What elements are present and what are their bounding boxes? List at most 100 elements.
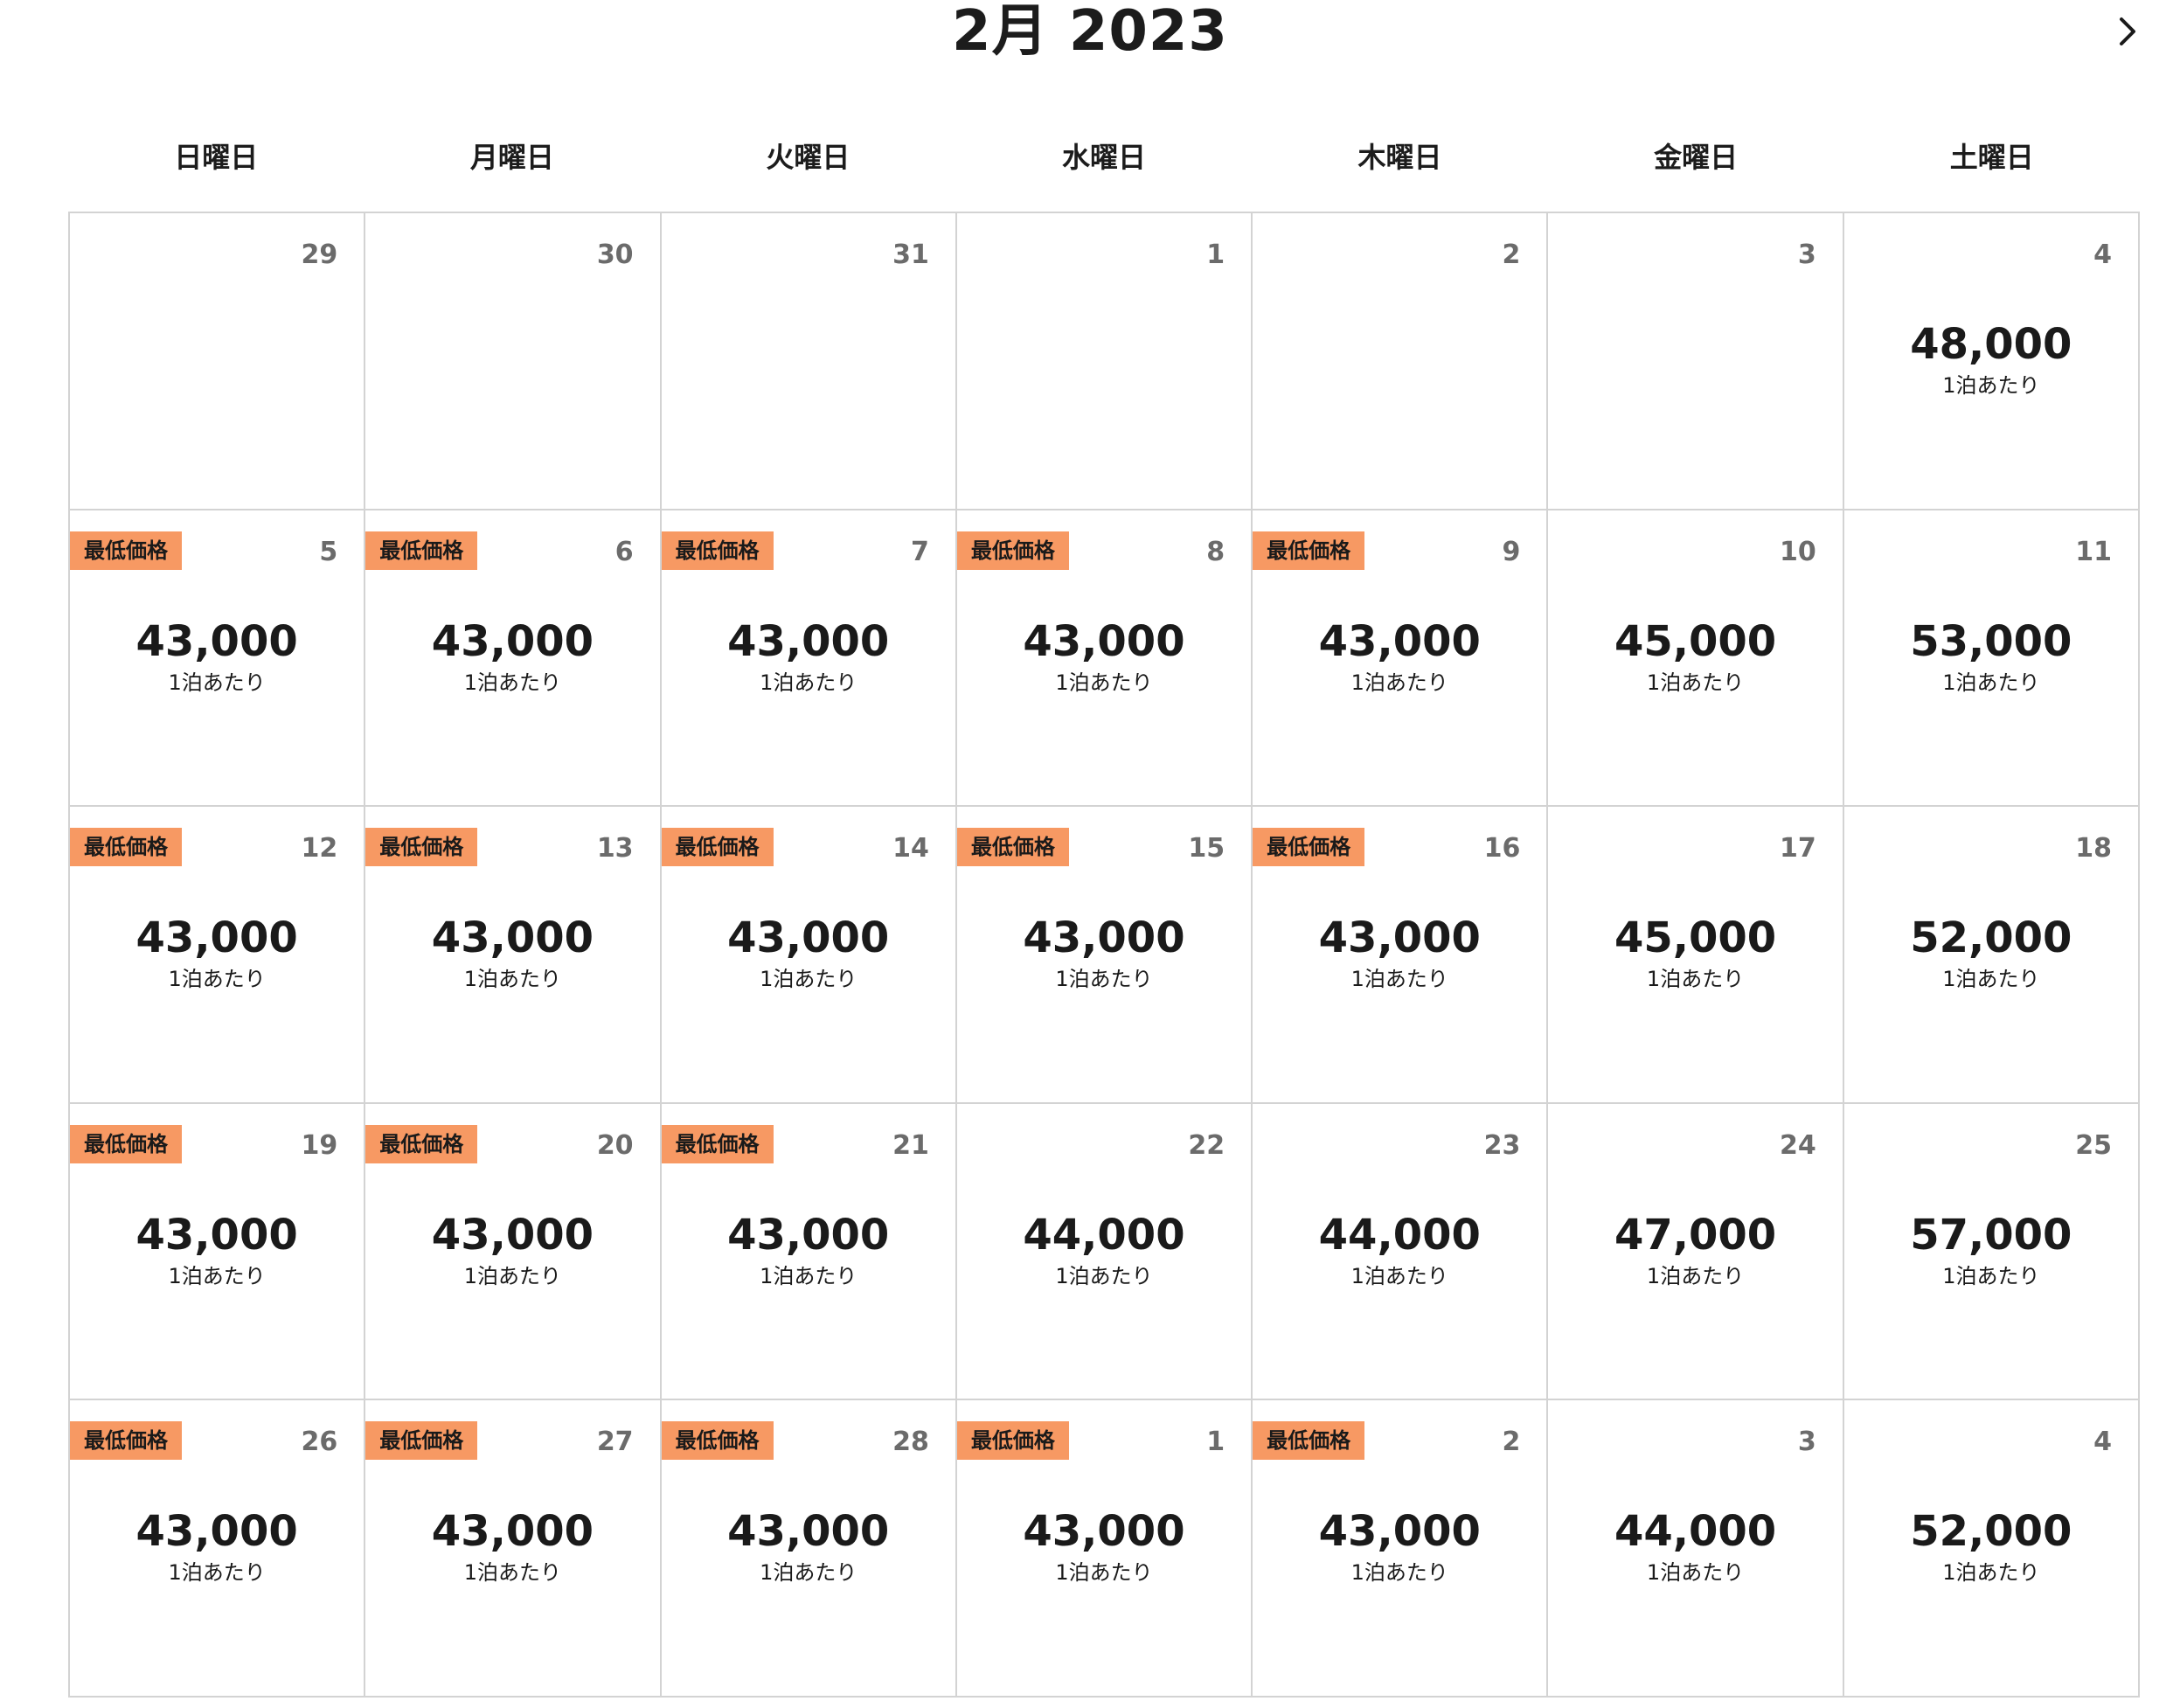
calendar-day-cell[interactable]: 11 53,000 1泊あたり (1843, 510, 2140, 808)
calendar-day-cell[interactable]: 最低価格 13 43,000 1泊あたり (365, 807, 662, 1104)
weekday-monday: 月曜日 (469, 141, 554, 174)
day-number: 31 (892, 240, 929, 270)
nightly-price: 44,000 (1318, 1210, 1481, 1260)
nightly-price: 43,000 (135, 616, 298, 666)
lowest-price-badge: 最低価格 (365, 531, 478, 570)
day-number: 26 (301, 1427, 338, 1458)
day-number: 2 (1502, 240, 1521, 270)
calendar-day-cell[interactable]: 最低価格 21 43,000 1泊あたり (661, 1103, 957, 1401)
calendar-day-cell[interactable]: 最低価格 16 43,000 1泊あたり (1253, 807, 1549, 1104)
day-number: 2 (1502, 1427, 1521, 1458)
calendar-day-cell[interactable]: 4 48,000 1泊あたり (1843, 213, 2140, 510)
nightly-price: 43,000 (1023, 616, 1185, 666)
day-number: 29 (301, 240, 338, 270)
day-number: 16 (1483, 833, 1521, 864)
calendar-day-cell[interactable]: 最低価格 7 43,000 1泊あたり (661, 510, 957, 808)
day-number: 6 (614, 536, 634, 567)
lowest-price-badge: 最低価格 (365, 1124, 478, 1163)
weekday-saturday: 土曜日 (1949, 141, 2034, 174)
per-night-label: 1泊あたり (168, 670, 266, 695)
calendar-day-cell[interactable]: 23 44,000 1泊あたり (1253, 1103, 1549, 1401)
calendar-day-cell[interactable]: 最低価格 12 43,000 1泊あたり (70, 807, 366, 1104)
per-night-label: 1泊あたり (1942, 1263, 2040, 1288)
per-night-label: 1泊あたり (1055, 1263, 1153, 1288)
lowest-price-badge: 最低価格 (1253, 531, 1365, 570)
calendar-day-cell[interactable]: 最低価格 20 43,000 1泊あたり (365, 1103, 662, 1401)
nightly-price: 43,000 (431, 1507, 594, 1557)
month-title: 2月 2023 (952, 0, 1228, 64)
nightly-price: 45,000 (1614, 616, 1777, 666)
nightly-price: 44,000 (1614, 1507, 1777, 1557)
day-number: 5 (319, 536, 338, 567)
calendar-day-cell[interactable]: 1 (956, 213, 1253, 510)
nightly-price: 43,000 (1318, 1507, 1481, 1557)
calendar-day-cell[interactable]: 最低価格 6 43,000 1泊あたり (365, 510, 662, 808)
nightly-price: 43,000 (135, 1507, 298, 1557)
nightly-price: 43,000 (727, 913, 890, 963)
per-night-label: 1泊あたり (1350, 1263, 1448, 1288)
lowest-price-badge: 最低価格 (956, 1421, 1069, 1461)
calendar-day-cell[interactable]: 22 44,000 1泊あたり (956, 1103, 1253, 1401)
calendar-day-cell[interactable]: 4 52,000 1泊あたり (1843, 1400, 2140, 1698)
calendar-day-cell[interactable]: 18 52,000 1泊あたり (1843, 807, 2140, 1104)
chevron-right-icon (2120, 17, 2135, 45)
day-number: 19 (301, 1129, 338, 1161)
per-night-label: 1泊あたり (760, 670, 857, 695)
lowest-price-badge: 最低価格 (661, 828, 774, 867)
nightly-price: 43,000 (1023, 1507, 1185, 1557)
next-month-button[interactable] (2108, 12, 2147, 51)
per-night-label: 1泊あたり (463, 670, 562, 695)
per-night-label: 1泊あたり (168, 1263, 266, 1288)
day-number: 22 (1188, 1129, 1225, 1161)
calendar-day-cell[interactable]: 最低価格 26 43,000 1泊あたり (70, 1400, 366, 1698)
nightly-price: 43,000 (1318, 913, 1481, 963)
lowest-price-badge: 最低価格 (661, 531, 774, 570)
per-night-label: 1泊あたり (168, 1560, 266, 1586)
day-number: 3 (1797, 1427, 1816, 1458)
calendar-grid: 29 30 31 1 2 3 4 48,000 1泊あたり 最低価格 5 43,000 1泊あたり 最低価… (68, 212, 2140, 1698)
calendar-day-cell[interactable]: 30 (365, 213, 662, 510)
calendar-day-cell[interactable]: 17 45,000 1泊あたり (1548, 807, 1844, 1104)
day-number: 23 (1483, 1129, 1521, 1161)
day-number: 15 (1188, 833, 1225, 864)
day-number: 1 (1206, 1427, 1225, 1458)
calendar-day-cell[interactable]: 29 (70, 213, 366, 510)
nightly-price: 47,000 (1614, 1210, 1777, 1260)
calendar-day-cell[interactable]: 10 45,000 1泊あたり (1548, 510, 1844, 808)
calendar-day-cell[interactable]: 最低価格 2 43,000 1泊あたり (1253, 1400, 1549, 1698)
nightly-price: 43,000 (727, 1210, 890, 1260)
lowest-price-badge: 最低価格 (365, 1421, 478, 1461)
calendar-day-cell[interactable]: 最低価格 14 43,000 1泊あたり (661, 807, 957, 1104)
lowest-price-badge: 最低価格 (70, 828, 182, 867)
calendar-day-cell[interactable]: 24 47,000 1泊あたり (1548, 1103, 1844, 1401)
calendar-day-cell[interactable]: 3 44,000 1泊あたり (1548, 1400, 1844, 1698)
calendar-header: 2月 2023 (0, 0, 2180, 79)
per-night-label: 1泊あたり (1942, 1560, 2040, 1586)
per-night-label: 1泊あたり (1055, 670, 1153, 695)
calendar-day-cell[interactable]: 最低価格 5 43,000 1泊あたり (70, 510, 366, 808)
per-night-label: 1泊あたり (1942, 967, 2040, 992)
calendar-day-cell[interactable]: 最低価格 9 43,000 1泊あたり (1253, 510, 1549, 808)
per-night-label: 1泊あたり (463, 967, 562, 992)
lowest-price-badge: 最低価格 (1253, 1421, 1365, 1461)
calendar-day-cell[interactable]: 2 (1253, 213, 1549, 510)
day-number: 30 (596, 240, 634, 270)
day-number: 7 (910, 536, 929, 567)
lowest-price-badge: 最低価格 (956, 828, 1069, 867)
day-number: 9 (1502, 536, 1521, 567)
nightly-price: 43,000 (727, 616, 890, 666)
calendar-day-cell[interactable]: 31 (661, 213, 957, 510)
day-number: 4 (2093, 1427, 2112, 1458)
calendar-day-cell[interactable]: 最低価格 1 43,000 1泊あたり (956, 1400, 1253, 1698)
per-night-label: 1泊あたり (1350, 967, 1448, 992)
calendar-day-cell[interactable]: 最低価格 19 43,000 1泊あたり (70, 1103, 366, 1401)
per-night-label: 1泊あたり (1646, 967, 1745, 992)
calendar-day-cell[interactable]: 最低価格 28 43,000 1泊あたり (661, 1400, 957, 1698)
calendar-day-cell[interactable]: 最低価格 8 43,000 1泊あたり (956, 510, 1253, 808)
calendar-day-cell[interactable]: 最低価格 15 43,000 1泊あたり (956, 807, 1253, 1104)
calendar-day-cell[interactable]: 25 57,000 1泊あたり (1843, 1103, 2140, 1401)
day-number: 24 (1779, 1129, 1816, 1161)
calendar-day-cell[interactable]: 3 (1548, 213, 1844, 510)
calendar-day-cell[interactable]: 最低価格 27 43,000 1泊あたり (365, 1400, 662, 1698)
nightly-price: 43,000 (1318, 616, 1481, 666)
